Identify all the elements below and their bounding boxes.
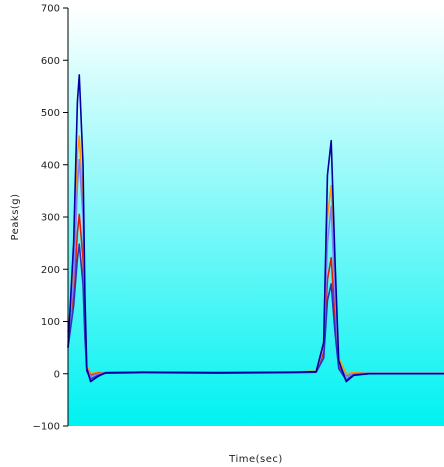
plot-area: [68, 8, 444, 426]
y-tick-label: 0: [54, 369, 60, 380]
y-tick-label: 600: [41, 56, 60, 67]
y-tick-label: 700: [41, 4, 60, 15]
y-tick-label: 100: [41, 317, 60, 328]
y-tick-label: −100: [33, 422, 60, 433]
y-tick-label: 300: [41, 213, 60, 224]
y-tick-label: 200: [41, 265, 60, 276]
y-axis-title: Peaks(g): [10, 193, 21, 240]
y-axis-ticks: −100 0 100 200 300 400 500 600 700: [33, 4, 68, 433]
y-tick-label: 400: [41, 160, 60, 171]
series-layer: [67, 74, 444, 383]
y-tick-label: 500: [41, 108, 60, 119]
series-line-5: [67, 74, 444, 383]
x-axis-title: Time(sec): [228, 454, 283, 465]
